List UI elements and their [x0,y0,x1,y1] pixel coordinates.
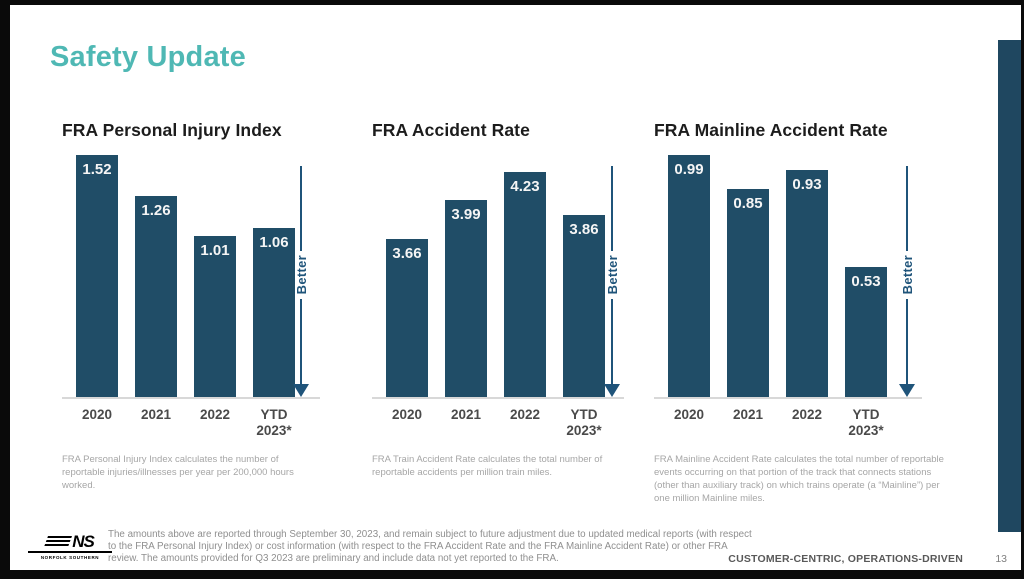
chart-footnote: FRA Mainline Accident Rate calculates th… [654,454,944,505]
bar-value-label: 3.66 [392,245,422,262]
plot-area: 1.52 1.26 1.01 1.06 Better [62,155,320,399]
ns-logo-letters: NS [72,532,95,551]
category-label: 2021 [140,407,172,422]
bar: 1.52 [76,155,118,397]
bar: 1.06 [253,228,295,397]
bar-value-label: 3.86 [569,221,599,238]
chart-title: FRA Accident Rate [372,120,530,140]
better-label: Better [293,255,309,295]
plot-area: 3.66 3.99 4.23 3.86 Better [372,157,624,399]
bar: 1.01 [194,236,236,397]
category-label: 2020 [391,407,423,422]
slide: Safety Update FRA Personal Injury Index 1… [10,5,1021,570]
accent-bar [998,40,1021,532]
ns-speed-lines-icon [44,536,73,547]
category-label: YTD 2023* [566,407,602,439]
category-axis: 2020 2021 2022 YTD 2023* [372,407,624,441]
category-label: 2022 [791,407,823,422]
category-label: YTD 2023* [848,407,884,439]
ns-logo-subtext: NORFOLK SOUTHERN [40,554,100,560]
chart-fra-personal-injury-index: FRA Personal Injury Index 1.52 1.26 1.01 1.0… [62,120,320,492]
chart-title: FRA Personal Injury Index [62,120,282,140]
bar: 0.99 [668,155,710,397]
bar: 1.26 [135,196,177,397]
bar-value-label: 0.99 [674,161,704,178]
category-axis: 2020 2021 2022 YTD 2023* [62,407,320,441]
norfolk-southern-logo: NS NORFOLK SOUTHERN [28,533,112,560]
bar-value-label: 1.06 [259,234,289,251]
better-label: Better [604,255,620,295]
bar: 3.99 [445,200,487,397]
page-number: 13 [995,553,1007,565]
arrow-head-icon [604,384,620,397]
page-title: Safety Update [50,41,246,73]
category-axis: 2020 2021 2022 YTD 2023* [654,407,922,441]
chart-fra-accident-rate: FRA Accident Rate 3.66 3.99 4.23 3.86 Better 2… [372,120,624,479]
bar: 4.23 [504,172,546,397]
bar-value-label: 4.23 [510,178,540,195]
better-arrow: Better [603,166,621,397]
footer-disclaimer: The amounts above are reported through S… [108,529,752,564]
arrow-line [300,298,302,384]
arrow-line [611,166,613,252]
bar-value-label: 1.52 [82,161,112,178]
arrow-head-icon [293,384,309,397]
chart-title: FRA Mainline Accident Rate [654,120,888,140]
bar-value-label: 0.53 [851,273,881,290]
category-label: 2020 [81,407,113,422]
category-label: 2021 [450,407,482,422]
bar: 3.86 [563,215,605,397]
plot-area: 0.99 0.85 0.93 0.53 Better [654,155,922,399]
better-label: Better [899,255,915,295]
bar-value-label: 0.93 [792,176,822,193]
bar: 0.93 [786,170,828,397]
category-label: 2022 [509,407,541,422]
category-label: 2020 [673,407,705,422]
bar: 0.85 [727,189,769,397]
bar-value-label: 1.01 [200,242,230,259]
footer-tagline: CUSTOMER-CENTRIC, OPERATIONS-DRIVEN [728,553,963,565]
ns-logo-mark: NS [28,533,112,553]
better-arrow: Better [292,166,310,397]
chart-footnote: FRA Train Accident Rate calculates the t… [372,454,603,479]
category-label: 2022 [199,407,231,422]
better-arrow: Better [898,166,916,397]
arrow-line [906,298,908,384]
bar-value-label: 3.99 [451,206,481,223]
arrow-line [300,166,302,252]
bar-value-label: 0.85 [733,195,763,212]
bar: 0.53 [845,267,887,397]
arrow-head-icon [899,384,915,397]
category-label: 2021 [732,407,764,422]
bar: 3.66 [386,239,428,397]
arrow-line [906,166,908,252]
category-label: YTD 2023* [256,407,292,439]
bar-value-label: 1.26 [141,202,171,219]
chart-fra-mainline-accident-rate: FRA Mainline Accident Rate 0.99 0.85 0.93 0.… [654,120,944,505]
arrow-line [611,298,613,384]
chart-footnote: FRA Personal Injury Index calculates the… [62,454,294,492]
